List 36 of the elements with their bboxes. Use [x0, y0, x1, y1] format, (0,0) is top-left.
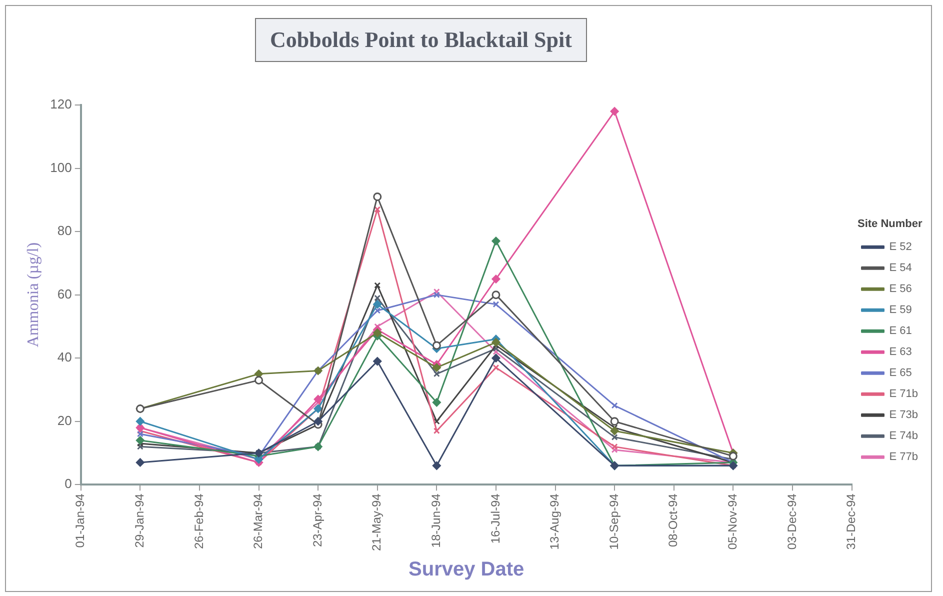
x-tick-label: 18-Jun-94 — [428, 493, 443, 548]
y-tick-label: 80 — [57, 223, 72, 238]
y-tick-label: 120 — [50, 96, 72, 112]
legend-label: E 54 — [889, 262, 912, 274]
y-tick-label: 100 — [50, 160, 72, 175]
x-tick-label: 16-Jul-94 — [488, 493, 502, 544]
legend-label: E 56 — [889, 283, 912, 296]
legend-label: E 71b — [889, 388, 918, 400]
legend-label: E 52 — [889, 241, 912, 254]
y-tick-label: 0 — [64, 476, 72, 492]
y-tick-label: 40 — [57, 350, 72, 365]
x-tick-label: 26-Feb-94 — [192, 493, 206, 550]
x-tick-label: 05-Nov-94 — [725, 493, 740, 550]
x-tick-label: 29-Jan-94 — [132, 493, 146, 548]
x-tick-label: 26-Mar-94 — [251, 493, 266, 549]
y-tick-label: 20 — [57, 412, 72, 428]
legend-label: E 77b — [889, 451, 918, 464]
x-tick-label: 10-Sep-94 — [606, 493, 621, 550]
x-tick-label: 23-Apr-94 — [310, 493, 324, 548]
legend-label: E 73b — [889, 409, 918, 422]
y-axis-title: Ammonia (µg/l) — [24, 242, 42, 348]
x-tick-label: 21-May-94 — [370, 493, 384, 551]
y-tick-label: 60 — [57, 286, 72, 302]
x-tick-label: 13-Aug-94 — [548, 493, 562, 550]
x-tick-label: 03-Dec-94 — [784, 493, 799, 550]
x-axis-title: Survey Date — [408, 558, 524, 581]
chart-title: Cobbolds Point to Blacktail Spit — [255, 18, 587, 62]
legend-label: E 74b — [889, 430, 918, 442]
legend-label: E 63 — [889, 346, 912, 358]
x-tick-label: 01-Jan-94 — [73, 493, 88, 548]
legend-label: E 61 — [889, 325, 912, 338]
x-tick-label: 08-Oct-94 — [666, 493, 680, 547]
legend-title: Site Number — [857, 218, 923, 230]
legend-label: E 59 — [889, 304, 912, 316]
x-tick-label: 31-Dec-94 — [844, 493, 858, 550]
legend-label: E 65 — [889, 367, 912, 380]
